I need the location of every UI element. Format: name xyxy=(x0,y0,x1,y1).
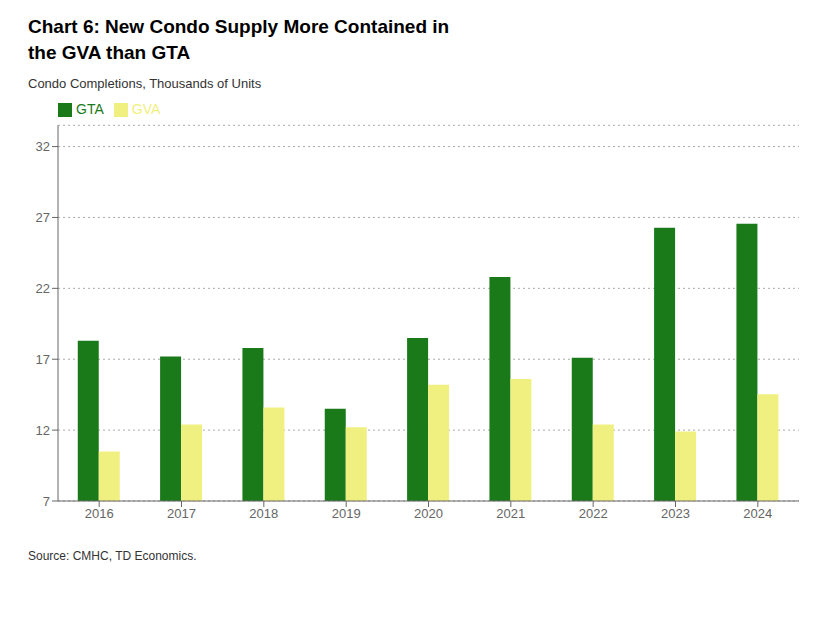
html-text:Source: CMHC, TD Economics.: Source: CMHC, TD Economics. xyxy=(28,549,197,563)
svg-text:17: 17 xyxy=(36,352,50,367)
svg-text:2021: 2021 xyxy=(496,506,525,521)
svg-text:2023: 2023 xyxy=(661,506,690,521)
svg-text:2024: 2024 xyxy=(743,506,772,521)
svg-text:2020: 2020 xyxy=(414,506,443,521)
html-text:GTA: GTA xyxy=(76,101,104,117)
html-text:Condo Completions, Thousands o: Condo Completions, Thousands of Units xyxy=(28,76,262,91)
html-text:Chart 6: New Condo Supply More: Chart 6: New Condo Supply More Contained… xyxy=(28,16,450,37)
svg-text:22: 22 xyxy=(36,281,50,296)
svg-text:2018: 2018 xyxy=(249,506,278,521)
svg-text:2017: 2017 xyxy=(167,506,196,521)
svg-text:27: 27 xyxy=(36,210,50,225)
html-text:GVA: GVA xyxy=(131,101,161,117)
svg-text:32: 32 xyxy=(36,139,50,154)
svg-text:2022: 2022 xyxy=(579,506,608,521)
svg-text:12: 12 xyxy=(36,423,50,438)
svg-text:2019: 2019 xyxy=(332,506,361,521)
svg-text:7: 7 xyxy=(43,494,50,509)
html-text:the GVA than GTA: the GVA than GTA xyxy=(28,42,191,63)
svg-text:2016: 2016 xyxy=(85,506,114,521)
